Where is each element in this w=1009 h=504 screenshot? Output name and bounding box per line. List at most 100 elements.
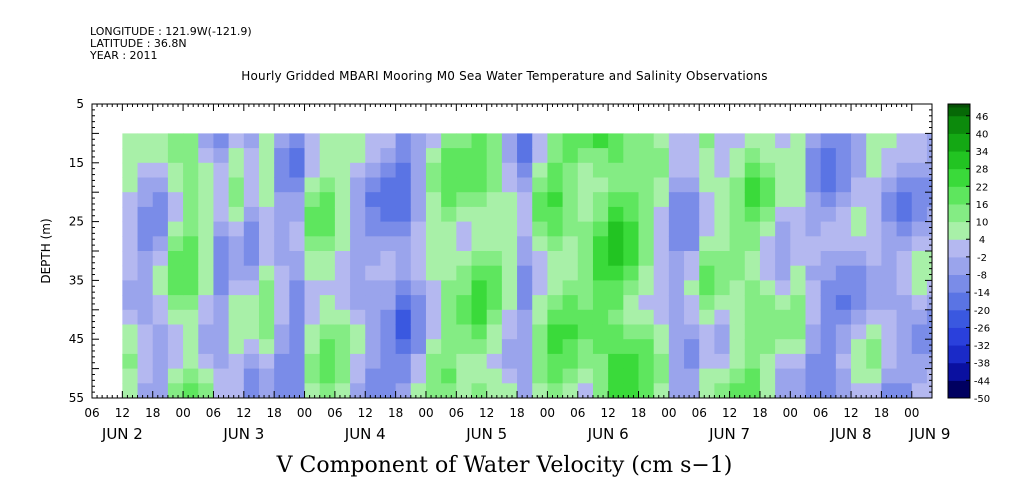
heatmap-cell <box>820 383 837 398</box>
heatmap-cell <box>547 353 564 370</box>
heatmap-cell <box>775 251 791 267</box>
heatmap-cell <box>334 339 351 355</box>
heatmap-cell <box>532 221 548 237</box>
heatmap-cell <box>744 309 761 325</box>
heatmap-cell <box>213 280 230 296</box>
heatmap-cell <box>456 383 473 398</box>
heatmap-cell <box>592 148 609 164</box>
heatmap-cell <box>395 251 412 267</box>
heatmap-cell <box>410 177 427 193</box>
heatmap-cell <box>668 295 685 311</box>
heatmap-cell <box>243 206 260 223</box>
heatmap-cell <box>866 162 882 178</box>
heatmap-cell <box>820 251 837 267</box>
heatmap-cell <box>137 192 154 208</box>
heatmap-cell <box>274 368 290 384</box>
heatmap-cell <box>198 280 214 296</box>
colorbar-tick-label: -50 <box>974 394 990 405</box>
colorbar-tick-label: 16 <box>976 200 989 211</box>
colorbar-swatch <box>948 318 970 328</box>
heatmap-cell <box>547 192 564 208</box>
heatmap-cell <box>866 177 882 193</box>
heatmap-cell <box>926 265 932 281</box>
heatmap-cell <box>122 295 139 311</box>
heatmap-cell <box>775 368 791 384</box>
heatmap-cell <box>334 295 351 311</box>
heatmap-cell <box>911 295 928 311</box>
heatmap-cell <box>759 221 776 237</box>
colorbar-swatch <box>948 274 970 284</box>
x-tick-label: 06 <box>84 406 99 420</box>
heatmap-cell <box>653 295 670 311</box>
heatmap-cell <box>820 177 837 193</box>
heatmap-cell <box>228 162 245 178</box>
heatmap-cell <box>274 162 290 178</box>
heatmap-cell <box>167 236 184 252</box>
heatmap-cell <box>577 295 594 311</box>
x-tick-label: 12 <box>722 406 737 420</box>
heatmap-cell <box>350 221 366 237</box>
heatmap-cell <box>122 148 139 164</box>
heatmap-cell <box>517 339 533 355</box>
heatmap-cell <box>243 221 260 237</box>
heatmap-cell <box>881 295 898 311</box>
heatmap-cell <box>623 162 640 178</box>
heatmap-cell <box>608 295 624 311</box>
heatmap-cell <box>350 251 366 267</box>
heatmap-cell <box>653 309 670 325</box>
heatmap-cell <box>334 251 351 267</box>
heatmap-cell <box>228 295 245 311</box>
heatmap-cell <box>577 265 594 281</box>
heatmap-cell <box>441 177 457 193</box>
heatmap-cell <box>775 162 791 178</box>
heatmap-cell <box>653 368 670 384</box>
heatmap-cell <box>911 353 928 370</box>
heatmap-cell <box>638 265 655 281</box>
heatmap-cell <box>243 309 260 325</box>
heatmap-cell <box>456 353 473 370</box>
heatmap-cell <box>623 251 640 267</box>
heatmap-cell <box>441 221 457 237</box>
heatmap-cell <box>152 265 169 281</box>
heatmap-cell <box>638 353 655 370</box>
heatmap-cell <box>851 236 867 252</box>
heatmap-cell <box>152 133 169 149</box>
colorbar-frame <box>947 103 971 399</box>
heatmap-cell <box>289 324 306 340</box>
heatmap-cell <box>744 353 761 370</box>
heatmap-cell <box>486 339 503 355</box>
heatmap-cell <box>425 148 442 164</box>
heatmap-cell <box>684 206 700 223</box>
heatmap-cell <box>167 177 184 193</box>
heatmap-cell <box>926 324 932 340</box>
heatmap-cell <box>562 265 579 281</box>
heatmap-cell <box>714 192 731 208</box>
heatmap-cell <box>319 339 336 355</box>
x-tick-label: 00 <box>783 406 798 420</box>
heatmap-cell <box>258 192 275 208</box>
heatmap-cell <box>304 265 321 281</box>
heatmap-cell <box>790 236 806 252</box>
heatmap-cell <box>820 206 837 223</box>
heatmap-cell <box>547 324 564 340</box>
heatmap-cell <box>213 133 230 149</box>
heatmap-cell <box>638 368 655 384</box>
heatmap-cell <box>410 295 427 311</box>
heatmap-cell <box>851 368 867 384</box>
colorbar-tick-label: -2 <box>977 253 987 264</box>
heatmap-cell <box>729 162 746 178</box>
heatmap-cell <box>638 206 655 223</box>
colorbar-swatch <box>948 203 970 214</box>
heatmap-cell <box>425 324 442 340</box>
heatmap-cell <box>471 324 488 340</box>
heatmap-cell <box>304 221 321 237</box>
heatmap-cell <box>653 177 670 193</box>
colorbar-tick-label: 34 <box>976 147 989 158</box>
heatmap-cell <box>911 368 928 384</box>
heatmap-cell <box>410 251 427 267</box>
heatmap-cell <box>243 251 260 267</box>
heatmap-cell <box>623 236 640 252</box>
colorbar-swatch <box>948 248 970 258</box>
heatmap-cell <box>896 295 913 311</box>
heatmap-cell <box>319 324 336 340</box>
